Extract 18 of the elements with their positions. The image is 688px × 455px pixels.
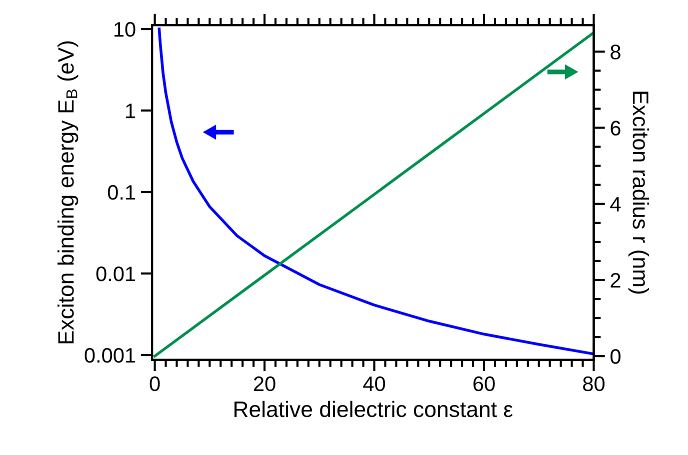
y-axis-title: Exciton binding energy E$_{B}$ (eV) [58,41,78,344]
x-tick-label: 0 [150,376,160,392]
y2-tick-label: 8 [610,44,620,60]
y2-tick-label: 0 [610,349,620,364]
y-tick-label: 0.01 [96,266,136,282]
x-axis-title: Relative dielectric constant ε [234,400,513,418]
y2-tick-label: 6 [610,120,620,136]
y-tick-label: 0.1 [108,185,136,200]
y2-tick-label: 4 [610,197,621,212]
y-tick-label: 0.001 [84,348,136,363]
x-tick-label: 80 [583,376,605,392]
x-tick-label: 20 [254,376,276,392]
y-tick-label: 1 [126,104,136,118]
y2-tick-label: 2 [610,272,620,288]
y-tick-label: 10 [114,22,136,37]
x-tick-label: 60 [473,376,495,392]
y2-axis-title: Exciton radius r (nm) [628,92,650,294]
x-tick-label: 40 [363,376,386,392]
